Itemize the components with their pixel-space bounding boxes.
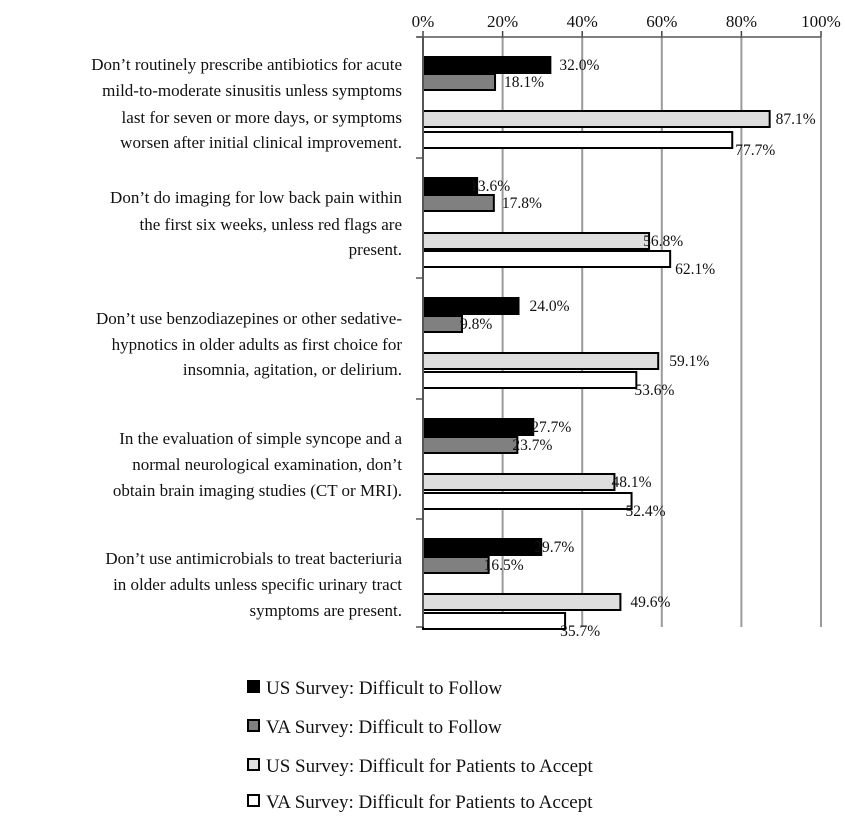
- category-label: normal neurological examination, don’t: [132, 455, 402, 474]
- category-label: symptoms are present.: [250, 601, 403, 620]
- category-label: in older adults unless specific urinary …: [113, 575, 402, 594]
- bar: [422, 538, 543, 556]
- x-tick-label: 0%: [412, 12, 435, 31]
- category-label: insomnia, agitation, or delirium.: [183, 360, 402, 379]
- bar: [422, 556, 490, 574]
- data-label: 24.0%: [530, 298, 570, 315]
- bar: [422, 371, 638, 389]
- category-label: Don’t use antimicrobials to treat bacter…: [105, 549, 402, 568]
- data-label: 59.1%: [669, 353, 709, 370]
- x-tick-label: 80%: [726, 12, 757, 31]
- category-label: obtain brain imaging studies (CT or MRI)…: [113, 481, 402, 500]
- bar: [422, 110, 771, 128]
- x-tick-label: 60%: [646, 12, 677, 31]
- legend-swatch: [247, 794, 260, 807]
- data-label: 16.5%: [484, 557, 524, 574]
- category-label: Don’t use benzodiazepines or other sedat…: [96, 309, 402, 328]
- legend-swatch: [247, 680, 260, 693]
- category-label: present.: [349, 240, 402, 259]
- legend-label: VA Survey: Difficult for Patients to Acc…: [266, 792, 593, 813]
- x-tick-label: 100%: [801, 12, 841, 31]
- legend-label: US Survey: Difficult to Follow: [266, 678, 502, 699]
- x-tick-label: 40%: [567, 12, 598, 31]
- data-label: 56.8%: [643, 233, 683, 250]
- bar: [422, 297, 520, 315]
- data-label: 32.0%: [559, 57, 599, 74]
- category-label: Don’t routinely prescribe antibiotics fo…: [91, 55, 402, 74]
- bar: [422, 56, 552, 74]
- bar: [422, 612, 567, 630]
- data-label: 35.7%: [560, 623, 600, 640]
- legend-label: US Survey: Difficult for Patients to Acc…: [266, 756, 594, 777]
- data-label: 13.6%: [470, 178, 510, 195]
- bar: [422, 232, 651, 250]
- category-label: Don’t do imaging for low back pain withi…: [110, 188, 402, 207]
- bar: [422, 492, 633, 510]
- data-label: 53.6%: [634, 382, 674, 399]
- bar: [422, 131, 734, 149]
- bar: [422, 194, 495, 212]
- category-label: hypnotics in older adults as first choic…: [112, 335, 403, 354]
- data-label: 17.8%: [502, 195, 542, 212]
- category-label: mild-to-moderate sinusitis unless sympto…: [102, 81, 402, 100]
- data-label: 62.1%: [675, 261, 715, 278]
- bar: [422, 473, 616, 491]
- bar: [422, 73, 497, 91]
- bar: [422, 315, 464, 333]
- data-label: 48.1%: [611, 474, 651, 491]
- data-label: 29.7%: [534, 539, 574, 556]
- bar: [422, 593, 622, 611]
- bar: [422, 250, 672, 268]
- bar: [422, 418, 535, 436]
- data-label: 52.4%: [626, 503, 666, 520]
- data-label: 77.7%: [735, 142, 775, 159]
- data-label: 49.6%: [630, 594, 670, 611]
- bar: [422, 352, 660, 370]
- category-label: last for seven or more days, or symptoms: [122, 108, 402, 127]
- legend-swatch: [247, 758, 260, 771]
- data-label: 23.7%: [512, 437, 552, 454]
- category-label: the first six weeks, unless red flags ar…: [140, 215, 402, 234]
- data-label: 27.7%: [531, 419, 571, 436]
- bar: [422, 436, 519, 454]
- bar: [422, 177, 479, 195]
- data-label: 9.8%: [460, 316, 492, 333]
- x-tick-label: 20%: [487, 12, 518, 31]
- category-label: In the evaluation of simple syncope and …: [119, 429, 402, 448]
- legend-swatch: [247, 719, 260, 732]
- legend-label: VA Survey: Difficult to Follow: [266, 717, 502, 738]
- data-label: 18.1%: [504, 74, 544, 91]
- category-label: worsen after initial clinical improvemen…: [120, 133, 402, 152]
- data-label: 87.1%: [776, 111, 816, 128]
